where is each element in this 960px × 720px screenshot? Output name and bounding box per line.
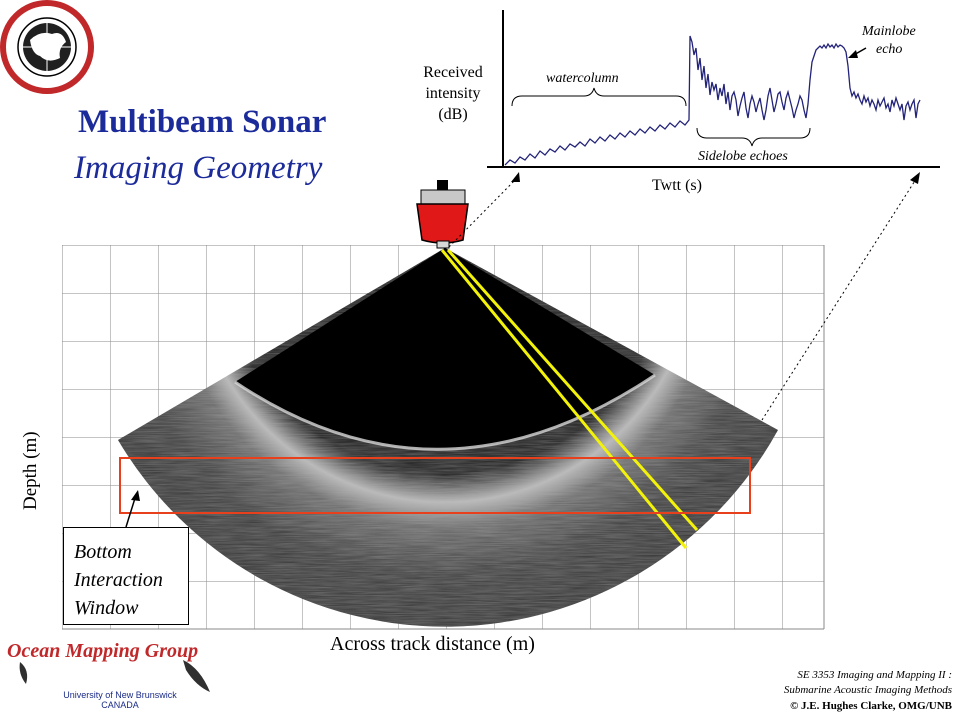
title-line-2: Imaging Geometry bbox=[74, 150, 323, 186]
mainlobe-label-line1: Mainlobe bbox=[861, 24, 916, 39]
projection-line-right bbox=[761, 175, 919, 421]
fish-icon bbox=[19, 660, 210, 692]
graph-y-axis-label: Received intensity (dB) bbox=[423, 64, 483, 123]
title-line-1: Multibeam Sonar bbox=[78, 104, 327, 140]
bottom-interaction-window bbox=[119, 457, 751, 514]
university-label: University of New Brunswick CANADA bbox=[63, 690, 177, 710]
window-arrow bbox=[125, 490, 140, 528]
depth-axis-label: Depth (m) bbox=[20, 431, 41, 510]
watercolumn-brace bbox=[511, 87, 687, 107]
projection-line-left bbox=[448, 175, 520, 248]
copyright-notice: © J.E. Hughes Clarke, OMG/UNB bbox=[790, 700, 952, 712]
mainlobe-label-line2: echo bbox=[876, 42, 902, 57]
sidelobe-label: Sidelobe echoes bbox=[698, 149, 788, 164]
across-track-axis-label: Across track distance (m) bbox=[330, 633, 535, 655]
ocean-mapping-group-logo-text: Ocean Mapping Group bbox=[7, 640, 199, 662]
sidelobe-brace bbox=[696, 127, 811, 147]
logo-seal bbox=[0, 0, 94, 94]
mainlobe-arrow bbox=[848, 47, 867, 58]
ship-icon bbox=[416, 180, 469, 249]
intensity-trace bbox=[504, 35, 921, 166]
graph-axes bbox=[487, 10, 940, 168]
course-info: SE 3353 Imaging and Mapping II : Submari… bbox=[783, 669, 952, 696]
graph-x-axis-label: Twtt (s) bbox=[652, 177, 702, 194]
bottom-interaction-window-label: Bottom Interaction Window bbox=[63, 527, 189, 625]
beam-lines bbox=[440, 249, 699, 549]
watercolumn-label: watercolumn bbox=[546, 71, 619, 86]
